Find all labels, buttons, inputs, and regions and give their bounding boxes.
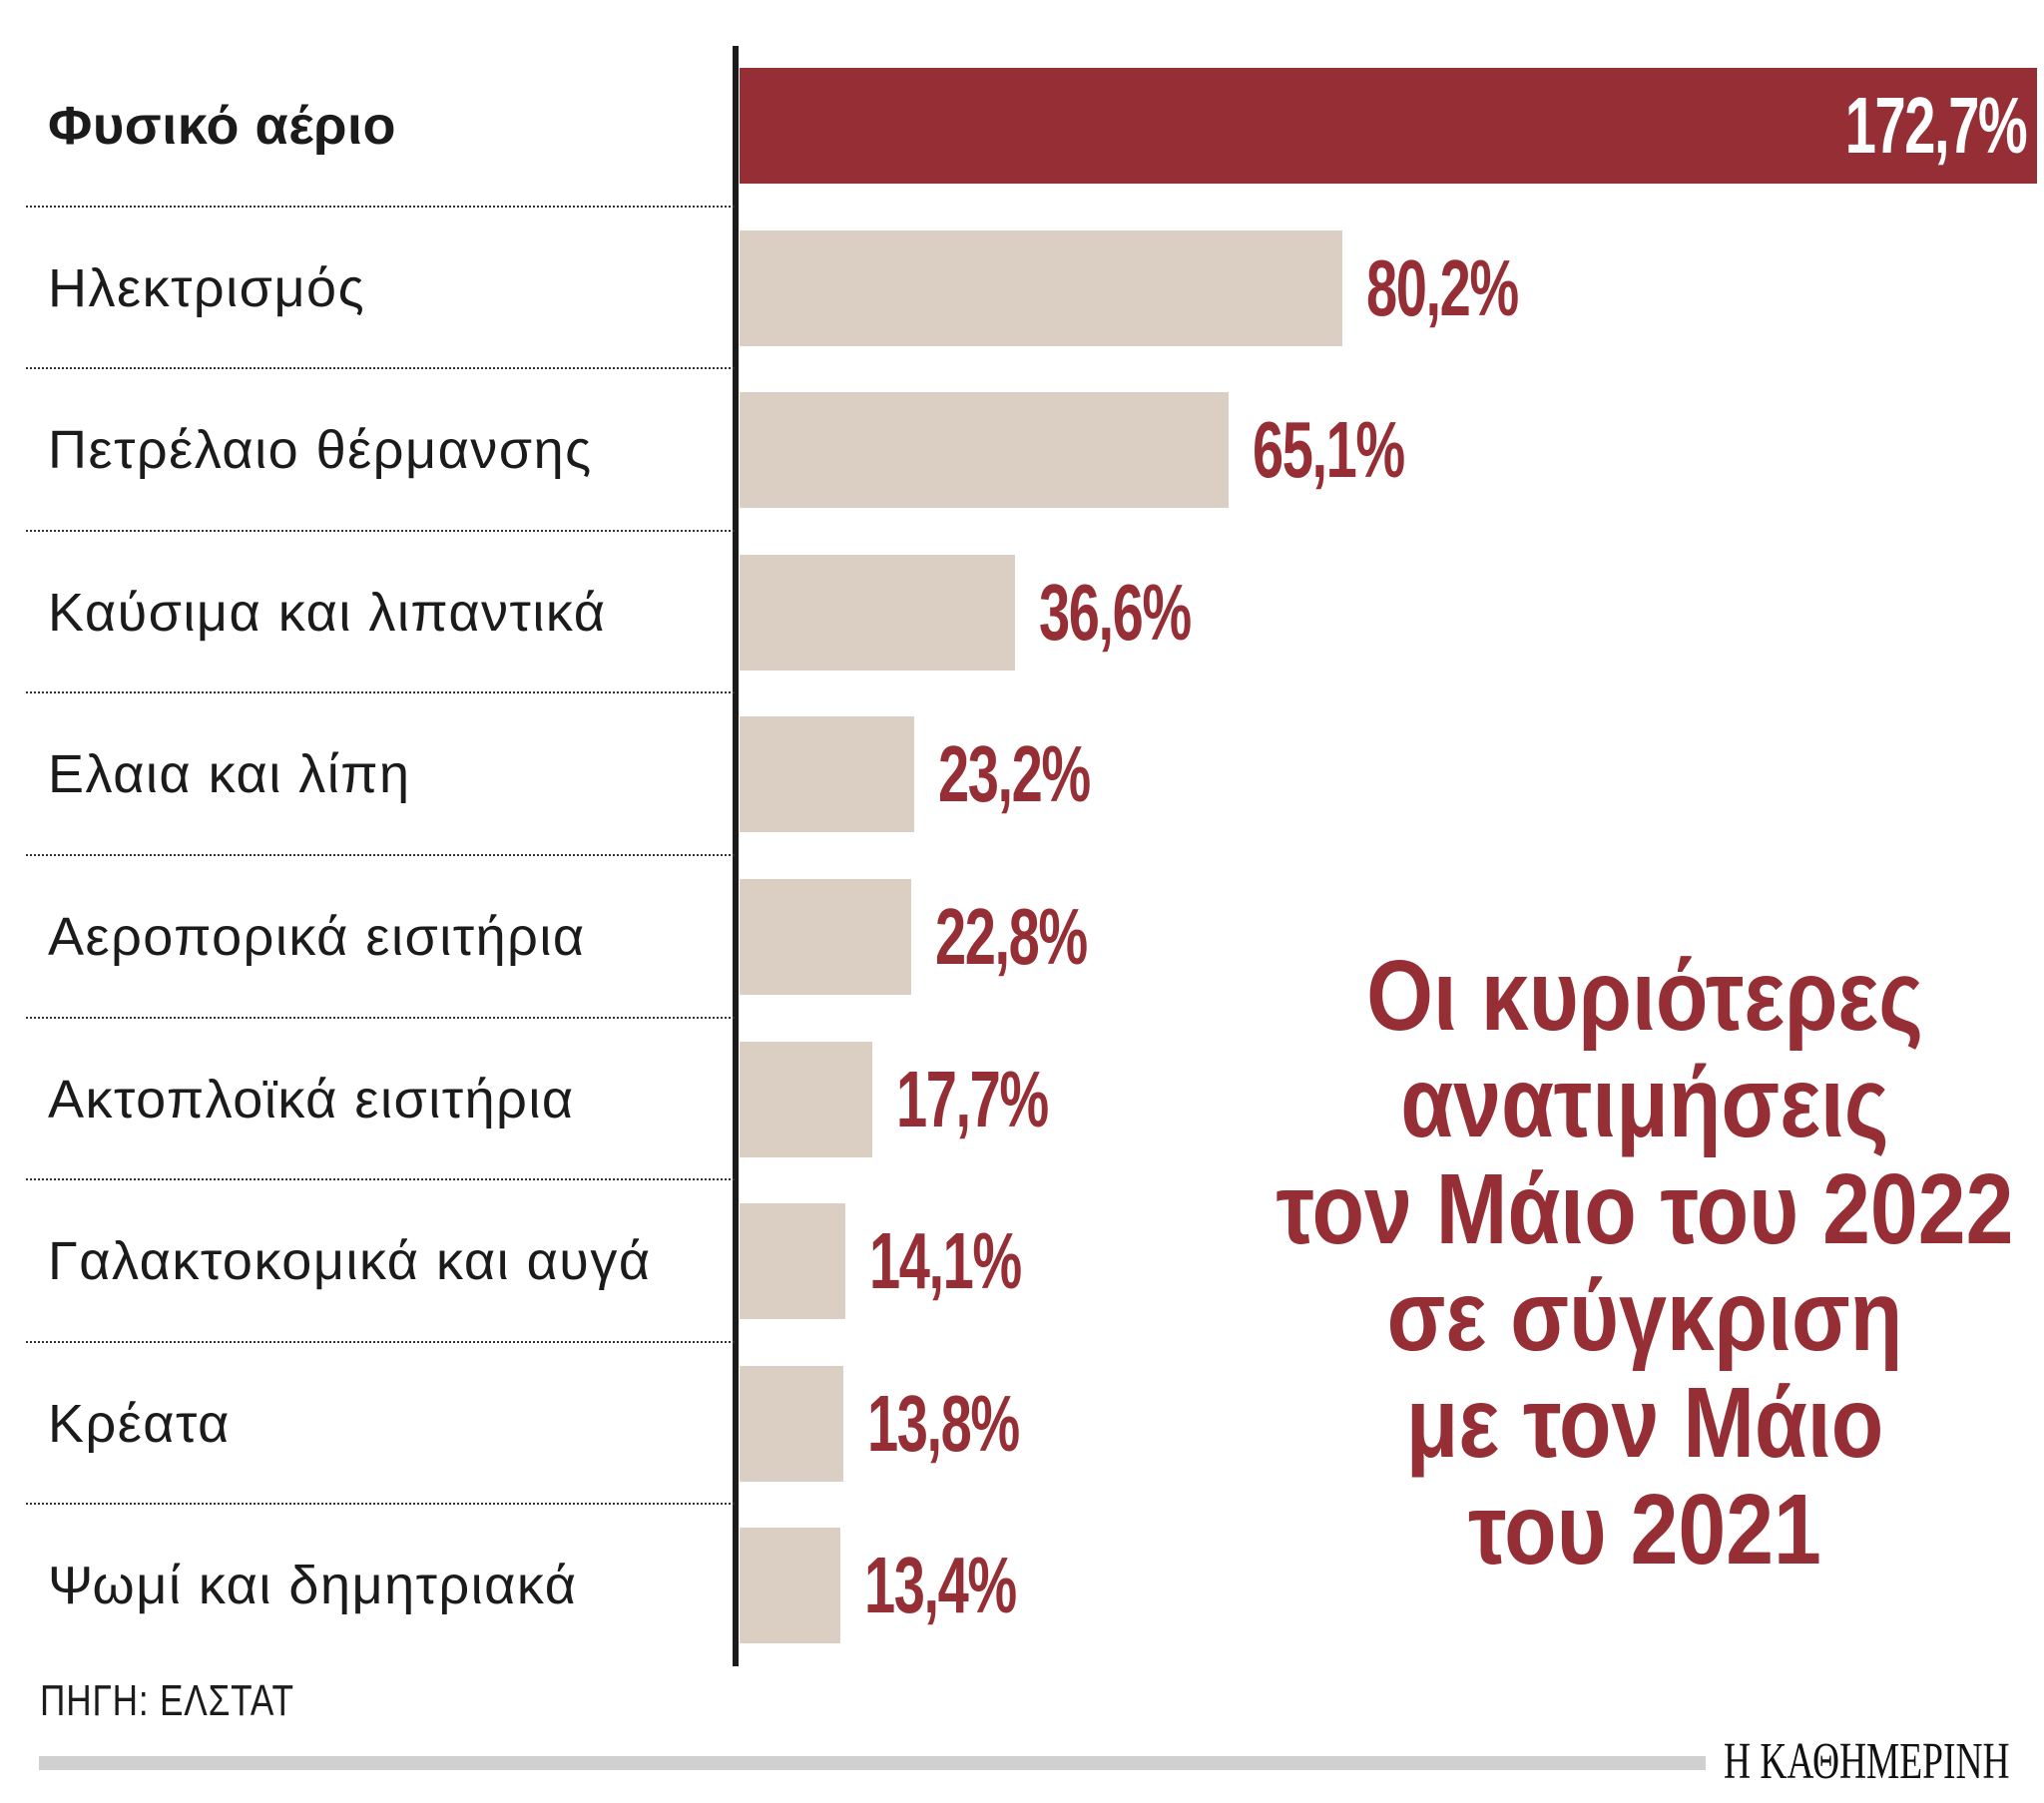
value-label: 13,8% [866,1378,1020,1468]
row-separator [26,529,735,532]
title-line: τον Μάιο του 2022 [1276,1153,2014,1265]
row-separator [26,691,735,694]
title-line: ανατιμήσεις [1400,1047,1889,1158]
bar [740,879,911,995]
category-label: Κρέατα [48,1393,231,1454]
footer-rule [39,1756,1706,1770]
chart-title: Οι κυριότερες ανατιμήσεις τον Μάιο του 2… [1216,943,2044,1583]
value-label: 172,7% [1844,81,2027,170]
bar [740,1041,873,1157]
bar [740,392,1230,509]
y-axis-line [733,46,739,1666]
category-label: Ακτοπλοϊκά εισιτήρια [48,1069,575,1129]
row-separator [26,1503,735,1506]
row-separator [26,1340,735,1343]
publisher-logo: Η ΚΑΘΗΜΕΡΙΝΗ [1724,1733,2010,1790]
bar [740,1528,840,1644]
row-separator [26,367,735,370]
row-separator [26,205,735,208]
value-label: 23,2% [937,729,1091,819]
bar [740,554,1015,671]
title-line: του 2021 [1468,1474,1821,1585]
bar [740,68,2038,184]
value-label: 80,2% [1365,242,1519,332]
category-label: Ψωμί και δημητριακά [48,1556,578,1616]
value-label: 14,1% [869,1216,1022,1306]
row-separator [26,1178,735,1181]
value-label: 17,7% [896,1054,1049,1143]
category-label: Ελαια και λίπη [48,744,411,805]
row-separator [26,854,735,856]
bar [740,716,914,833]
value-label: 22,8% [934,892,1088,981]
title-line: σε σύγκριση [1386,1260,1903,1372]
category-label: Ηλεκτρισμός [48,257,366,318]
category-label: Γαλακτοκομικά και αυγά [48,1231,652,1292]
category-label: Πετρέλαιο θέρμανσης [48,420,593,481]
title-line: Οι κυριότερες [1366,940,1923,1052]
category-label: Αεροπορικά εισιτήρια [48,907,586,967]
bar [740,229,1342,346]
bar [740,1365,843,1482]
value-label: 36,6% [1038,567,1192,657]
category-label: Καύσιμα και λιπαντικά [48,582,607,643]
value-label: 13,4% [863,1541,1017,1630]
category-label: Φυσικό αέριο [48,96,396,156]
value-label: 65,1% [1253,405,1405,495]
row-separator [26,1016,735,1019]
bar [740,1203,846,1320]
source-note: ΠΗΓΗ: ΕΛΣΤΑΤ [40,1676,294,1725]
title-line: με τον Μάιο [1405,1367,1884,1479]
